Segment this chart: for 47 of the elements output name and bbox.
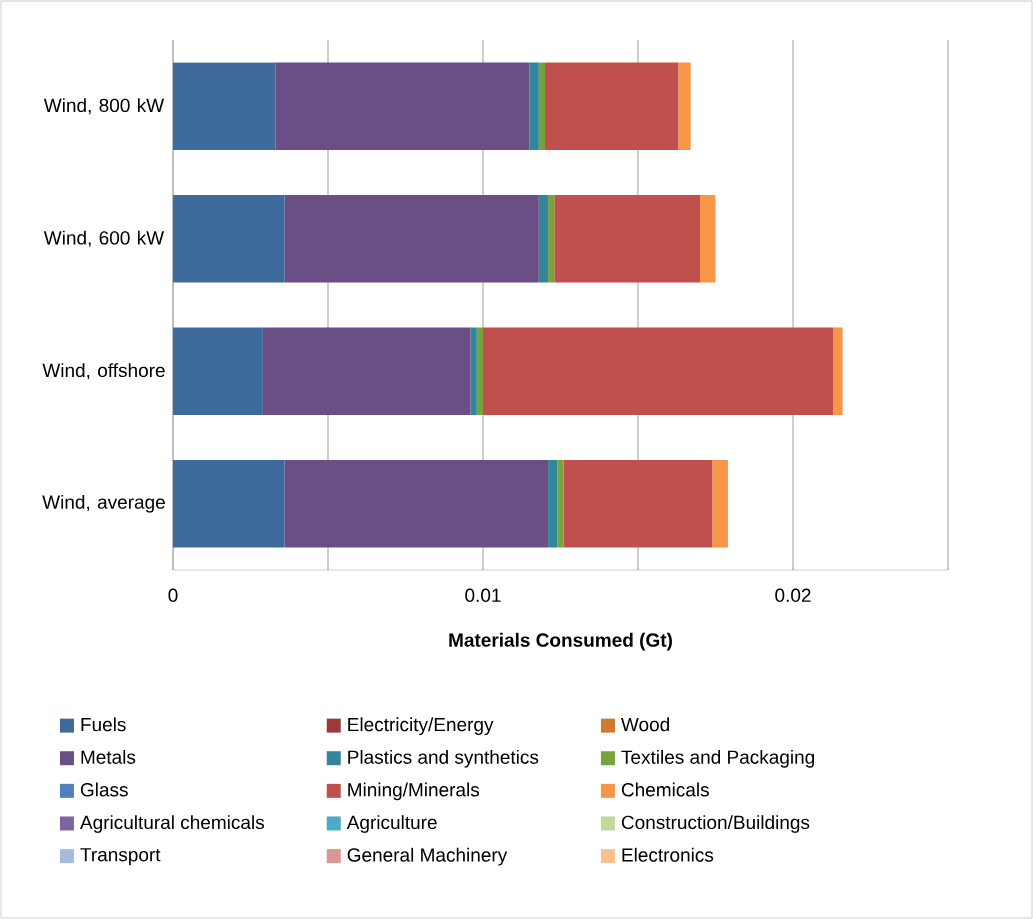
- bar: [476, 327, 483, 415]
- bar: [538, 195, 549, 283]
- bar: [563, 460, 713, 548]
- bar: [262, 327, 471, 415]
- bar: [554, 195, 701, 283]
- legend-label: Mining/Minerals: [348, 782, 480, 801]
- bar: [284, 460, 549, 548]
- legend-label: Plastics and synthetics: [348, 749, 539, 768]
- bar: [538, 62, 546, 150]
- legend-label: Transport: [80, 848, 161, 866]
- legend-label: Electronics: [622, 847, 714, 862]
- x-tick-label: 0.02: [775, 588, 811, 602]
- bar: [173, 195, 285, 283]
- x-axis-title: Materials Consumed (Gt): [449, 632, 672, 651]
- legend-label: Glass: [80, 782, 128, 797]
- bar: [173, 62, 276, 150]
- bar: [470, 327, 477, 415]
- legend-label: Construction/Buildings: [621, 815, 810, 833]
- bar: [173, 327, 263, 415]
- bar: [548, 460, 558, 548]
- y-tick-label: Wind, average: [42, 494, 165, 513]
- y-tick-label: Wind, offshore: [42, 363, 165, 380]
- x-tick-label: 0.01: [465, 588, 501, 602]
- legend-label: Agricultural chemicals: [79, 815, 265, 833]
- bar: [173, 460, 285, 548]
- legend-label: Chemicals: [621, 782, 709, 797]
- y-tick-label: Wind, 600 kW: [43, 230, 165, 247]
- bar: [529, 62, 539, 150]
- bar: [833, 327, 843, 415]
- y-tick-label: Wind, 800 kW: [43, 98, 165, 115]
- legend-label: Textiles and Packaging: [621, 749, 814, 768]
- bar: [548, 195, 555, 283]
- legend-label: Metals: [81, 749, 136, 764]
- legend-label: Fuels: [81, 717, 126, 732]
- legend-label: Electricity/Energy: [348, 717, 494, 736]
- bar: [545, 62, 679, 150]
- legend-label: Agriculture: [346, 815, 437, 833]
- bar: [284, 195, 539, 283]
- bar: [557, 460, 564, 548]
- x-tick-label: 0: [168, 588, 178, 602]
- legend-label: Wood: [621, 717, 669, 732]
- bar: [483, 327, 834, 415]
- bar: [275, 62, 530, 150]
- bar: [678, 62, 691, 150]
- legend-label: General Machinery: [347, 847, 508, 866]
- bar: [712, 460, 728, 548]
- bar: [700, 195, 716, 283]
